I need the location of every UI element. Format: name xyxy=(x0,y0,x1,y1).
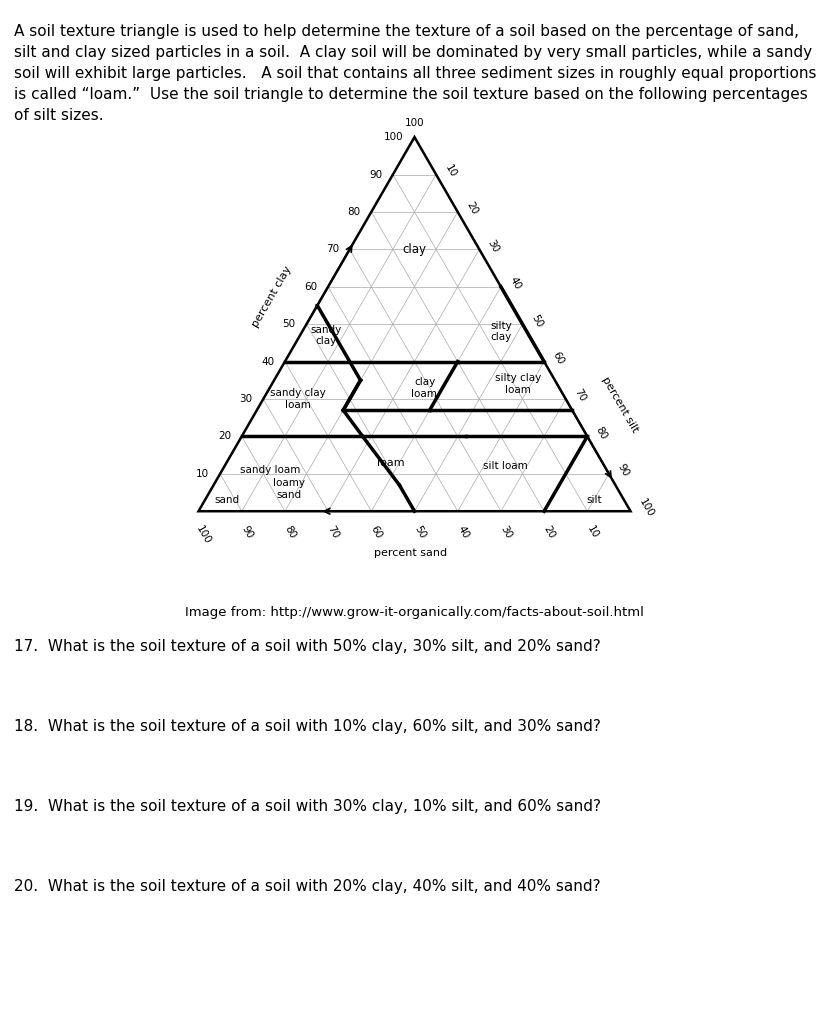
Text: 10: 10 xyxy=(196,469,209,479)
Text: sandy
clay: sandy clay xyxy=(310,325,341,346)
Text: is called “loam.”  Use the soil triangle to determine the soil texture based on : is called “loam.” Use the soil triangle … xyxy=(14,87,806,102)
Text: 90: 90 xyxy=(614,462,630,478)
Text: 80: 80 xyxy=(593,425,609,441)
Text: silt: silt xyxy=(585,495,601,505)
Text: 18.  What is the soil texture of a soil with 10% clay, 60% silt, and 30% sand?: 18. What is the soil texture of a soil w… xyxy=(14,719,600,734)
Text: 40: 40 xyxy=(261,356,274,367)
Text: 60: 60 xyxy=(304,282,317,292)
Text: percent sand: percent sand xyxy=(373,548,446,558)
Text: silt and clay sized particles in a soil.  A clay soil will be dominated by very : silt and clay sized particles in a soil.… xyxy=(14,45,811,60)
Text: silt loam: silt loam xyxy=(482,462,527,471)
Text: Image from: http://www.grow-it-organically.com/facts-about-soil.html: Image from: http://www.grow-it-organical… xyxy=(185,606,643,618)
Text: 20.  What is the soil texture of a soil with 20% clay, 40% silt, and 40% sand?: 20. What is the soil texture of a soil w… xyxy=(14,879,600,894)
Text: silty
clay: silty clay xyxy=(489,321,511,342)
Text: 100: 100 xyxy=(404,118,424,128)
Text: percent clay: percent clay xyxy=(250,264,293,329)
Text: 50: 50 xyxy=(412,524,426,541)
Text: sandy clay
loam: sandy clay loam xyxy=(270,388,325,410)
Text: 50: 50 xyxy=(282,319,296,329)
Text: 100: 100 xyxy=(636,497,655,519)
Text: 70: 70 xyxy=(325,524,340,541)
Text: loam: loam xyxy=(377,458,404,468)
Text: 50: 50 xyxy=(528,312,543,329)
Text: 30: 30 xyxy=(498,524,513,541)
Text: 20: 20 xyxy=(541,524,556,541)
Text: 20: 20 xyxy=(464,201,479,217)
Text: 19.  What is the soil texture of a soil with 30% clay, 10% silt, and 60% sand?: 19. What is the soil texture of a soil w… xyxy=(14,799,600,814)
Text: of silt sizes.: of silt sizes. xyxy=(14,108,104,123)
Text: 100: 100 xyxy=(195,524,213,546)
Text: A soil texture triangle is used to help determine the texture of a soil based on: A soil texture triangle is used to help … xyxy=(14,24,798,39)
Text: 60: 60 xyxy=(368,524,383,541)
Text: clay: clay xyxy=(402,243,426,256)
Text: 100: 100 xyxy=(383,132,403,142)
Text: 20: 20 xyxy=(218,431,231,441)
Text: silty clay
loam: silty clay loam xyxy=(494,373,541,395)
Text: clay
loam,: clay loam, xyxy=(410,377,440,398)
Text: 90: 90 xyxy=(239,524,254,541)
Text: 90: 90 xyxy=(368,170,382,179)
Text: 80: 80 xyxy=(282,524,297,541)
Text: 70: 70 xyxy=(571,387,587,403)
Text: 40: 40 xyxy=(507,275,522,292)
Text: 60: 60 xyxy=(550,350,566,367)
Text: 10: 10 xyxy=(442,163,457,179)
Text: 70: 70 xyxy=(325,245,339,254)
Text: loamy
sand: loamy sand xyxy=(273,478,305,500)
Text: sandy loam: sandy loam xyxy=(239,465,300,475)
Text: 80: 80 xyxy=(347,207,360,217)
Text: soil will exhibit large particles.   A soil that contains all three sediment siz: soil will exhibit large particles. A soi… xyxy=(14,66,816,81)
Text: 40: 40 xyxy=(455,524,470,541)
Text: 17.  What is the soil texture of a soil with 50% clay, 30% silt, and 20% sand?: 17. What is the soil texture of a soil w… xyxy=(14,639,600,654)
Text: sand: sand xyxy=(214,495,238,505)
Text: 30: 30 xyxy=(239,394,253,404)
Text: 30: 30 xyxy=(485,238,500,254)
Text: 10: 10 xyxy=(585,524,599,541)
Text: percent silt: percent silt xyxy=(599,375,639,434)
